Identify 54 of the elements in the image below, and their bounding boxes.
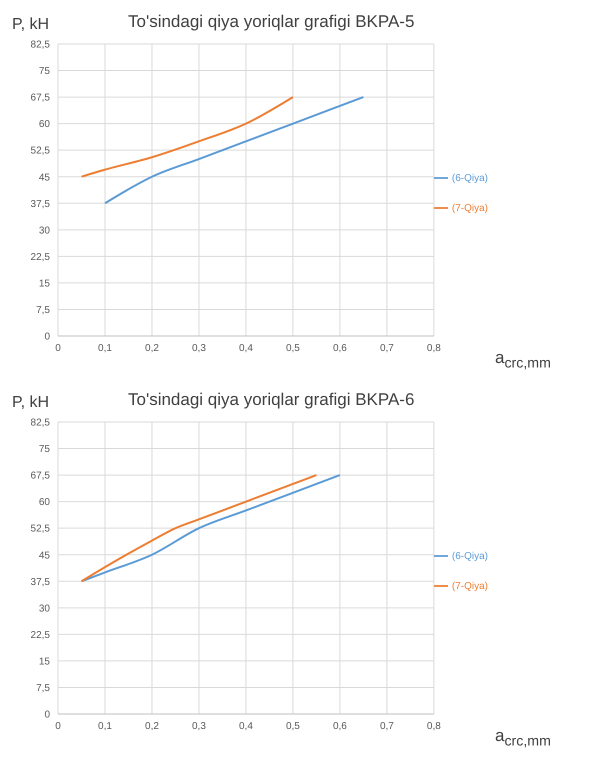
y-tick-label: 67,5 bbox=[30, 92, 50, 104]
x-tick-label: 0,4 bbox=[238, 343, 254, 354]
x-tick-label: 0 bbox=[55, 721, 62, 732]
y-tick-label: 60 bbox=[38, 497, 50, 508]
x-tick-label: 0,2 bbox=[145, 343, 160, 354]
y-tick-label: 15 bbox=[38, 656, 50, 668]
x-tick-label: 0,2 bbox=[145, 721, 160, 732]
y-tick-label: 30 bbox=[38, 225, 50, 236]
x-axis-title: a$_{crc,mm}$ bbox=[495, 726, 551, 750]
y-tick-label: 52,5 bbox=[30, 146, 50, 157]
x-tick-label: 0,8 bbox=[426, 343, 442, 354]
y-tick-label: 45 bbox=[38, 172, 50, 184]
x-tick-label: 0,1 bbox=[98, 721, 112, 732]
y-tick-label: 0 bbox=[44, 710, 50, 721]
x-tick-label: 0,5 bbox=[286, 343, 300, 354]
line-series bbox=[80, 96, 294, 178]
line-series bbox=[104, 96, 364, 204]
y-tick-label: 37,5 bbox=[30, 576, 50, 588]
y-tick-label: 7,5 bbox=[36, 683, 50, 694]
y-tick-label: 45 bbox=[38, 550, 50, 562]
y-tick-label: 82,5 bbox=[30, 40, 50, 51]
x-tick-label: 0,6 bbox=[332, 343, 348, 354]
x-tick-label: 0,5 bbox=[286, 721, 300, 732]
x-tick-label: 0,3 bbox=[192, 343, 206, 354]
legend-label: (6-Qiya) bbox=[452, 551, 488, 562]
chart-title: To'sindagi qiya yoriqlar grafigi BKPA-6 bbox=[128, 390, 414, 410]
y-tick-label: 30 bbox=[38, 603, 50, 614]
y-tick-label: 7,5 bbox=[36, 305, 50, 316]
y-axis-title: P, kH bbox=[12, 394, 50, 412]
legend-label: (7-Qiya) bbox=[452, 581, 488, 592]
y-tick-label: 22,5 bbox=[30, 630, 50, 641]
y-tick-label: 75 bbox=[38, 444, 50, 456]
x-axis-title: a$_{crc,mm}$ bbox=[495, 348, 551, 372]
x-tick-label: 0,7 bbox=[380, 721, 394, 732]
x-tick-label: 0,7 bbox=[380, 343, 394, 354]
y-tick-label: 75 bbox=[38, 66, 50, 78]
legend-label: (6-Qiya) bbox=[452, 173, 488, 184]
x-tick-label: 0,3 bbox=[192, 721, 206, 732]
x-tick-label: 0,4 bbox=[238, 721, 254, 732]
y-tick-label: 82,5 bbox=[30, 418, 50, 429]
x-tick-label: 0,6 bbox=[332, 721, 348, 732]
y-tick-label: 37,5 bbox=[30, 198, 50, 210]
y-tick-label: 15 bbox=[38, 278, 50, 290]
x-tick-label: 0,8 bbox=[426, 721, 442, 732]
legend-label: (7-Qiya) bbox=[452, 203, 488, 214]
y-axis-title: P, kH bbox=[12, 16, 50, 34]
x-tick-label: 0,1 bbox=[98, 343, 112, 354]
chart-title: To'sindagi qiya yoriqlar grafigi BKPA-5 bbox=[128, 12, 414, 32]
y-tick-label: 67,5 bbox=[30, 470, 50, 482]
x-tick-label: 0 bbox=[55, 343, 62, 354]
y-tick-label: 22,5 bbox=[30, 252, 50, 263]
y-tick-label: 60 bbox=[38, 119, 50, 130]
y-tick-label: 0 bbox=[44, 332, 50, 343]
y-tick-label: 52,5 bbox=[30, 524, 50, 535]
